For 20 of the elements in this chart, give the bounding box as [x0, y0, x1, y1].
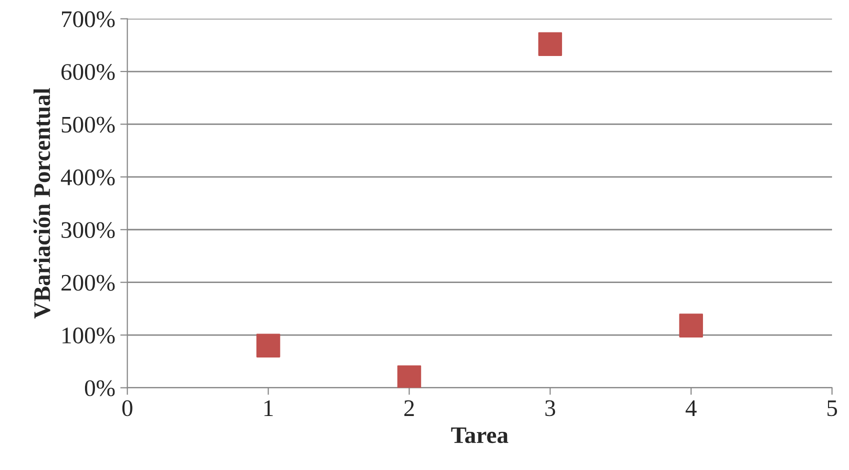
- y-tick-label: 500%: [62, 116, 115, 133]
- y-tick-label: 0%: [84, 380, 115, 396]
- y-tick-label: 100%: [62, 328, 115, 344]
- x-tick-label: 3: [545, 400, 556, 416]
- x-tick-label: 1: [264, 400, 273, 416]
- y-tick-label: 200%: [61, 274, 115, 291]
- x-tick-label: 4: [686, 400, 697, 416]
- y-tick-label: 300%: [62, 222, 115, 238]
- y-axis-title: VBariación Porcentual: [33, 88, 50, 319]
- point: [256, 334, 280, 358]
- point: [538, 32, 562, 56]
- y-tick-label: 600%: [61, 64, 115, 80]
- point: [679, 314, 703, 338]
- y-tick-label: 400%: [60, 169, 115, 186]
- x-tick-label: 0: [122, 400, 132, 416]
- y-tick-label: 700%: [62, 11, 115, 28]
- x-axis-title: Tarea: [451, 427, 508, 444]
- point: [397, 365, 422, 388]
- x-tick-label: 5: [827, 400, 837, 416]
- x-tick-label: 2: [404, 400, 414, 416]
